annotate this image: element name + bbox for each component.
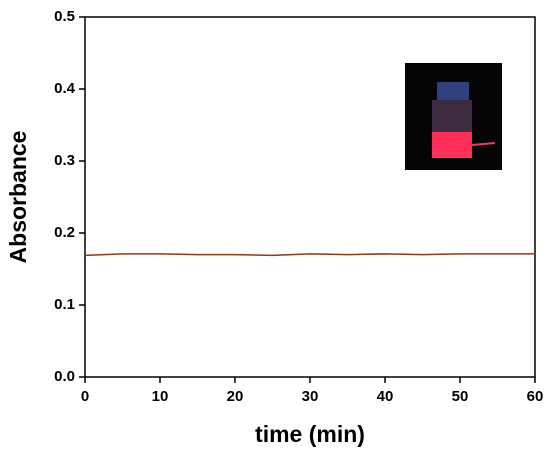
x-tick-label: 0 (81, 388, 89, 405)
x-tick-label: 10 (152, 388, 169, 405)
vial-cap (437, 82, 469, 100)
laser-beam (471, 142, 496, 146)
x-tick-label: 50 (452, 388, 469, 405)
y-tick-label: 0.5 (54, 8, 75, 25)
y-tick-label: 0.4 (54, 80, 76, 97)
vial-glow (432, 132, 472, 158)
y-tick-label: 0.2 (54, 224, 75, 241)
y-tick-label: 0.0 (54, 368, 75, 385)
y-axis-title: Absorbance (5, 131, 31, 264)
data-line (84, 253, 535, 257)
x-tick-label: 20 (227, 388, 244, 405)
x-tick-label: 40 (377, 388, 394, 405)
x-tick-label: 30 (302, 388, 319, 405)
y-tick-label: 0.1 (54, 296, 75, 313)
x-tick-label: 60 (527, 388, 544, 405)
x-axis-title: time (min) (255, 421, 365, 447)
y-tick-label: 0.3 (54, 152, 75, 169)
inset-photo (405, 63, 502, 170)
